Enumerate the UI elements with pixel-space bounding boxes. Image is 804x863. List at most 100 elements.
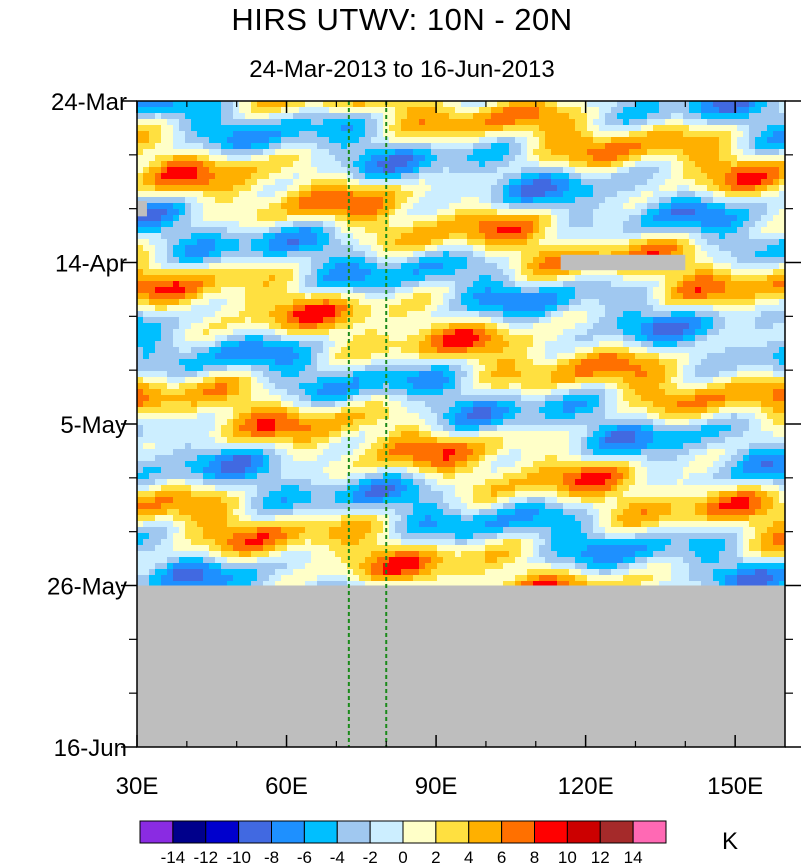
field-cell — [581, 119, 588, 126]
field-cell — [281, 191, 288, 198]
field-cell — [539, 191, 546, 198]
field-cell — [353, 113, 360, 120]
field-cell — [173, 167, 180, 174]
field-cell — [683, 101, 690, 108]
field-cell — [461, 131, 468, 138]
field-cell — [467, 341, 474, 348]
field-cell — [221, 245, 228, 252]
field-cell — [521, 299, 528, 306]
field-cell — [293, 353, 300, 360]
field-cell — [551, 197, 558, 204]
field-cell — [143, 359, 150, 366]
field-cell — [677, 209, 684, 216]
field-cell — [263, 335, 270, 342]
field-cell — [473, 305, 480, 312]
field-cell — [635, 275, 642, 282]
field-cell — [359, 215, 366, 222]
field-cell — [269, 365, 276, 372]
field-cell — [425, 101, 432, 108]
field-cell — [635, 239, 642, 246]
field-cell — [275, 233, 282, 240]
field-cell — [419, 257, 426, 264]
field-cell — [617, 191, 624, 198]
field-cell — [719, 221, 726, 228]
field-cell — [185, 359, 192, 366]
field-cell — [179, 185, 186, 192]
field-cell — [587, 305, 594, 312]
field-cell — [683, 215, 690, 222]
field-cell — [329, 185, 336, 192]
field-cell — [221, 173, 228, 180]
field-cell — [635, 203, 642, 210]
field-cell — [515, 161, 522, 168]
field-cell — [575, 191, 582, 198]
field-cell — [665, 155, 672, 162]
field-cell — [641, 143, 648, 150]
field-cell — [461, 299, 468, 306]
field-cell — [329, 245, 336, 252]
field-cell — [575, 353, 582, 360]
field-cell — [401, 155, 408, 162]
field-cell — [761, 227, 768, 234]
field-cell — [221, 365, 228, 372]
field-cell — [653, 365, 660, 372]
field-cell — [155, 353, 162, 360]
field-cell — [689, 299, 696, 306]
field-cell — [719, 353, 726, 360]
field-cell — [509, 131, 516, 138]
field-cell — [197, 305, 204, 312]
field-cell — [623, 311, 630, 318]
field-cell — [467, 203, 474, 210]
field-cell — [761, 251, 768, 258]
field-cell — [647, 221, 654, 228]
field-cell — [497, 149, 504, 156]
field-cell — [167, 101, 174, 108]
field-cell — [761, 329, 768, 336]
field-cell — [527, 347, 534, 354]
field-cell — [473, 365, 480, 372]
field-cell — [353, 137, 360, 144]
field-cell — [533, 305, 540, 312]
field-cell — [239, 125, 246, 132]
field-cell — [137, 179, 144, 186]
field-cell — [533, 353, 540, 360]
field-cell — [755, 125, 762, 132]
field-cell — [173, 197, 180, 204]
field-cell — [713, 191, 720, 198]
field-cell — [605, 101, 612, 108]
field-cell — [395, 275, 402, 282]
field-cell — [239, 245, 246, 252]
field-cell — [743, 107, 750, 114]
field-cell — [731, 131, 738, 138]
field-cell — [773, 281, 780, 288]
field-cell — [479, 107, 486, 114]
field-cell — [275, 257, 282, 264]
field-cell — [755, 335, 762, 342]
field-cell — [353, 245, 360, 252]
field-cell — [443, 179, 450, 186]
field-cell — [275, 125, 282, 132]
field-cell — [575, 371, 582, 378]
field-cell — [389, 371, 396, 378]
field-cell — [719, 119, 726, 126]
field-cell — [683, 371, 690, 378]
field-cell — [437, 293, 444, 300]
field-cell — [581, 317, 588, 324]
field-cell — [677, 371, 684, 378]
field-cell — [215, 329, 222, 336]
field-cell — [737, 143, 744, 150]
field-cell — [413, 275, 420, 282]
field-cell — [737, 167, 744, 174]
field-cell — [491, 341, 498, 348]
field-cell — [509, 365, 516, 372]
field-cell — [629, 149, 636, 156]
field-cell — [305, 155, 312, 162]
field-cell — [317, 371, 324, 378]
field-cell — [689, 167, 696, 174]
field-cell — [425, 359, 432, 366]
field-cell — [617, 347, 624, 354]
field-cell — [239, 293, 246, 300]
field-cell — [605, 305, 612, 312]
field-cell — [581, 131, 588, 138]
field-cell — [623, 371, 630, 378]
